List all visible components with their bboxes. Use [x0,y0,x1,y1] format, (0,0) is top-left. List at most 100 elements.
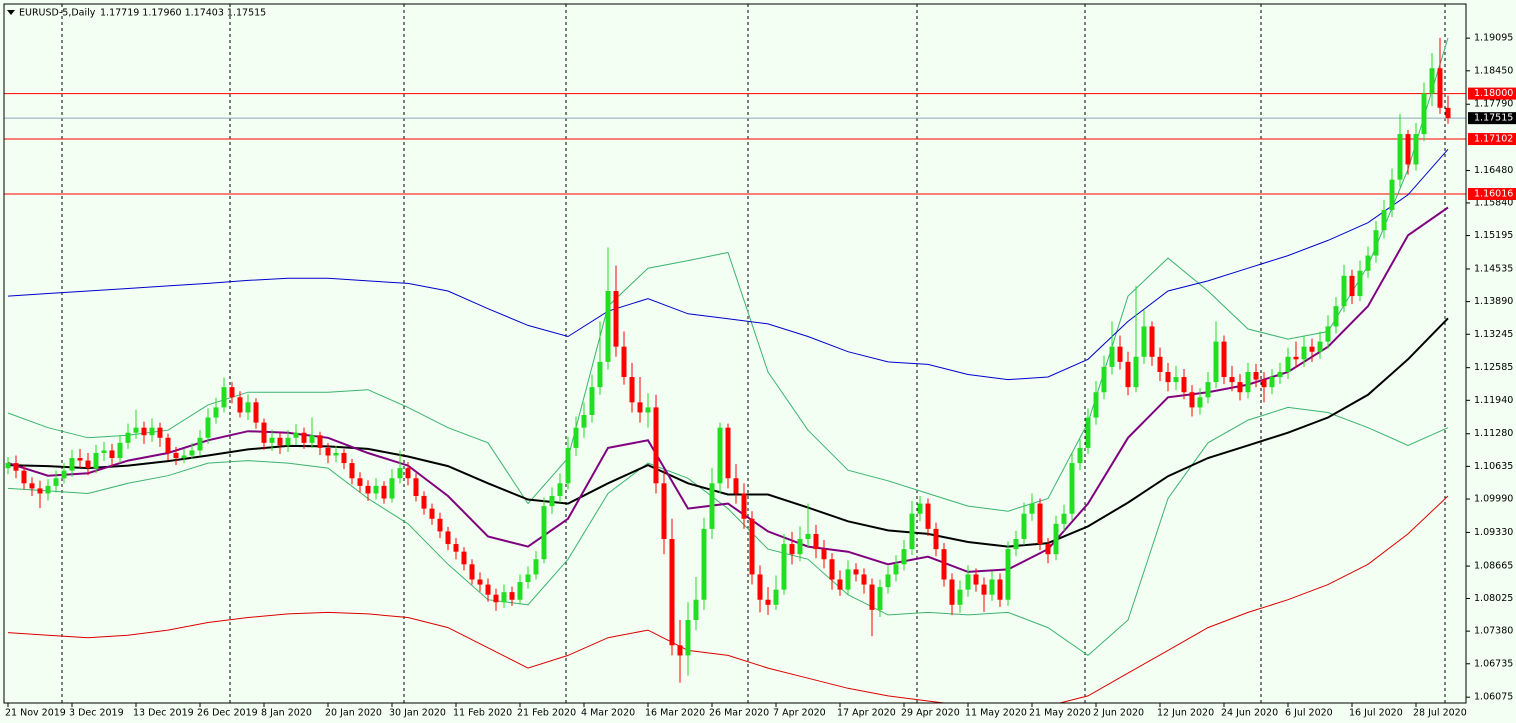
candle-body [445,531,451,545]
candle-body [1189,392,1195,408]
x-tick-label: 2 Jun 2020 [1093,708,1144,719]
candle-body [1245,371,1251,393]
candle-body [349,463,355,479]
candle-body [1101,366,1107,393]
candle-body [213,407,219,418]
candle-body [685,619,691,656]
menu-arrow[interactable] [7,10,15,15]
price-label: 1.17515 [1474,113,1513,124]
candle-body [397,468,403,479]
candle-body [437,518,443,532]
y-tick-label: 1.10635 [1474,461,1513,472]
candle-body [957,589,963,605]
candle-body [261,422,267,443]
candle-body [469,564,475,580]
candle-body [725,427,731,479]
y-tick-label: 1.11940 [1474,395,1513,406]
level-label-box [1468,87,1516,100]
candle-body [1181,377,1187,393]
candle-body [317,435,323,448]
candle-body [621,346,627,378]
candle-body [1093,392,1099,418]
candle-body [645,407,651,413]
candle-body [117,442,123,459]
candle-body [1117,346,1123,362]
level-label-box [1468,188,1516,201]
candle-body [1045,544,1051,555]
x-tick-label: 16 Mar 2020 [645,708,705,719]
candle-body [1325,326,1331,342]
candle-body [557,483,563,496]
candle-body [1077,447,1083,464]
indicator-line [7,148,1449,381]
candle-body [45,485,51,494]
candle-body [933,528,939,550]
x-tick-label: 7 Apr 2020 [773,708,826,719]
candle-body [517,582,523,600]
candle-body [901,549,907,565]
x-tick-label: 30 Jan 2020 [389,708,446,719]
x-tick-label: 11 May 2020 [965,708,1027,719]
y-tick-label: 1.18450 [1474,65,1513,76]
candle-body [861,574,867,585]
candle-body [1085,417,1091,448]
indicator-line [7,406,1449,657]
candle-body [501,592,507,603]
x-tick-label: 28 Jul 2020 [1413,708,1467,719]
candle-body [853,569,859,575]
candle-body [77,458,83,461]
plot-area [4,4,1466,703]
candle-body [373,485,379,494]
candle-body [165,437,171,453]
candle-body [1173,377,1179,383]
candle-body [333,452,339,456]
candle-body [1157,356,1163,372]
candle-body [565,447,571,484]
candle-body [941,549,947,580]
candle-body [325,447,331,456]
candle-body [965,574,971,590]
x-tick-label: 6 Jul 2020 [1285,708,1333,719]
y-tick-label: 1.08025 [1474,593,1513,604]
candle-body [357,478,363,486]
candle-body [733,478,739,494]
candle-body [781,544,787,590]
candle-body [229,387,235,398]
candle-body [1357,270,1363,297]
y-tick-label: 1.15195 [1474,230,1513,241]
candle-body [1437,68,1443,108]
candle-body [917,503,923,514]
candle-body [629,377,635,403]
y-tick-label: 1.13245 [1474,329,1513,340]
candle-body [909,513,915,550]
candle-body [701,528,707,600]
candle-body [573,427,579,448]
candle-body [1373,230,1379,256]
candle-body [869,584,875,610]
candle-body [389,478,395,499]
candle-body [1133,356,1139,388]
candle-body [109,450,115,459]
candle-body [877,587,883,610]
candle-body [525,574,531,583]
y-tick-label: 1.06735 [1474,658,1513,669]
candle-body [237,397,243,413]
candle-body [669,539,675,646]
candle-body [789,544,795,555]
candle-body [1213,341,1219,383]
candle-body [925,503,931,529]
candle-body [1109,346,1115,367]
candle-body [1389,179,1395,211]
level-label-box [1468,133,1516,146]
candle-body [1053,523,1059,555]
candle-body [1381,210,1387,231]
candle-body [1013,539,1019,550]
candle-body [1429,68,1435,94]
x-tick-label: 29 Apr 2020 [901,708,960,719]
candle-body [53,478,59,486]
candle-body [245,402,251,413]
candle-body [93,452,99,469]
